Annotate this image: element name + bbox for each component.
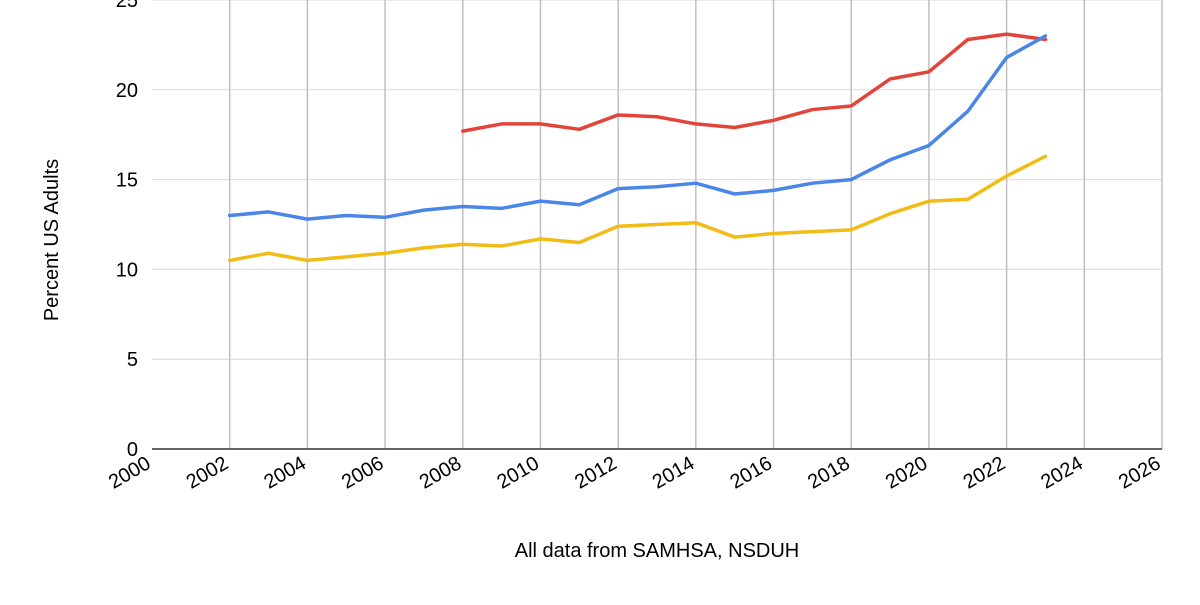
x-tick-label: 2024 [1037, 452, 1087, 493]
y-tick-label: 25 [116, 0, 138, 12]
x-tick-label: 2018 [804, 452, 854, 493]
y-tick-label: 5 [127, 349, 138, 371]
y-tick-label: 20 [116, 80, 138, 102]
x-tick-label: 2006 [338, 452, 388, 493]
x-tick-label: 2008 [416, 452, 466, 493]
y-tick-label: 10 [116, 259, 138, 281]
grid-layer [152, 0, 1163, 449]
y-tick-label: 15 [116, 170, 138, 192]
series-layer [227, 32, 1048, 263]
x-tick-label: 2026 [1115, 452, 1165, 493]
x-tick-label: 2014 [649, 452, 699, 493]
x-tick-label: 2010 [493, 452, 543, 493]
x-tick-label: 2002 [183, 452, 233, 493]
x-tick-label: 2022 [960, 452, 1010, 493]
x-tick-label: 2012 [571, 452, 621, 493]
y-tick-label: 0 [127, 439, 138, 461]
x-tick-label: 2004 [260, 452, 310, 493]
x-axis-title: All data from SAMHSA, NSDUH [515, 540, 800, 562]
series-line-3 [227, 154, 1048, 263]
x-tick-label: 2016 [727, 452, 777, 493]
series-line-1 [461, 32, 1048, 133]
series-line-2 [227, 34, 1048, 221]
y-axis-title: Percent US Adults [41, 159, 63, 321]
x-tick-label: 2020 [882, 452, 932, 493]
